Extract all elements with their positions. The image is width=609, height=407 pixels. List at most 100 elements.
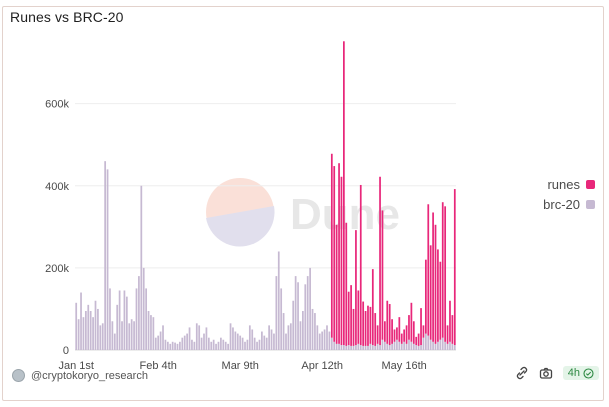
- bar-brc20[interactable]: [379, 345, 381, 350]
- bar-brc20[interactable]: [116, 304, 119, 350]
- bar-runes[interactable]: [417, 333, 420, 346]
- bar-brc20[interactable]: [241, 337, 244, 350]
- bar-brc20[interactable]: [258, 339, 261, 350]
- bar-runes[interactable]: [391, 319, 393, 344]
- bar-brc20[interactable]: [333, 341, 336, 350]
- bar-brc20[interactable]: [229, 323, 232, 350]
- bar-brc20[interactable]: [140, 185, 143, 350]
- bar-brc20[interactable]: [444, 341, 447, 350]
- bar-brc20[interactable]: [162, 325, 164, 350]
- bar-brc20[interactable]: [328, 331, 331, 350]
- bar-brc20[interactable]: [359, 345, 362, 350]
- bar-brc20[interactable]: [330, 337, 333, 350]
- bar-brc20[interactable]: [427, 335, 430, 350]
- bar-brc20[interactable]: [410, 341, 413, 350]
- bar-brc20[interactable]: [215, 343, 217, 350]
- bar-runes[interactable]: [412, 321, 415, 344]
- bar-runes[interactable]: [340, 176, 343, 346]
- refresh-badge[interactable]: 4h: [562, 366, 599, 380]
- bar-brc20[interactable]: [101, 323, 104, 350]
- bar-runes[interactable]: [415, 336, 418, 346]
- bar-brc20[interactable]: [77, 319, 80, 350]
- bar-brc20[interactable]: [246, 339, 249, 350]
- bar-runes[interactable]: [357, 290, 360, 344]
- bar-brc20[interactable]: [367, 345, 369, 350]
- bar-brc20[interactable]: [449, 341, 451, 350]
- bar-runes[interactable]: [355, 230, 357, 346]
- bar-brc20[interactable]: [304, 284, 307, 350]
- bar-brc20[interactable]: [309, 267, 311, 350]
- bar-brc20[interactable]: [338, 343, 340, 350]
- bar-brc20[interactable]: [92, 317, 94, 350]
- bar-brc20[interactable]: [369, 343, 372, 350]
- bar-brc20[interactable]: [439, 339, 442, 350]
- bar-runes[interactable]: [352, 308, 355, 346]
- bar-brc20[interactable]: [318, 333, 321, 350]
- bar-brc20[interactable]: [236, 333, 239, 350]
- bar-runes[interactable]: [432, 212, 434, 342]
- bar-brc20[interactable]: [118, 290, 121, 350]
- bar-brc20[interactable]: [104, 161, 107, 350]
- bar-runes[interactable]: [424, 259, 427, 334]
- bar-runes[interactable]: [427, 204, 430, 336]
- bar-brc20[interactable]: [121, 321, 123, 350]
- bar-runes[interactable]: [367, 305, 369, 346]
- bar-runes[interactable]: [398, 317, 401, 342]
- bar-brc20[interactable]: [437, 341, 439, 350]
- bar-brc20[interactable]: [99, 325, 102, 350]
- bar-runes[interactable]: [381, 210, 384, 340]
- bar-runes[interactable]: [383, 321, 386, 342]
- bar-runes[interactable]: [408, 315, 410, 340]
- bar-brc20[interactable]: [135, 288, 138, 350]
- bar-runes[interactable]: [422, 325, 425, 338]
- bar-brc20[interactable]: [89, 311, 92, 350]
- bar-runes[interactable]: [333, 166, 336, 342]
- bar-brc20[interactable]: [420, 345, 422, 350]
- bar-brc20[interactable]: [224, 341, 227, 350]
- bar-brc20[interactable]: [75, 302, 78, 350]
- bar-brc20[interactable]: [193, 341, 196, 350]
- bar-brc20[interactable]: [256, 341, 258, 350]
- bar-brc20[interactable]: [166, 341, 169, 350]
- bar-brc20[interactable]: [432, 341, 434, 350]
- bar-brc20[interactable]: [217, 341, 220, 350]
- legend-item-brc20[interactable]: brc-20: [535, 194, 595, 214]
- bar-brc20[interactable]: [268, 325, 270, 350]
- bar-brc20[interactable]: [203, 333, 205, 350]
- bar-brc20[interactable]: [80, 292, 82, 350]
- bar-brc20[interactable]: [335, 343, 338, 350]
- bar-brc20[interactable]: [188, 327, 191, 350]
- bar-brc20[interactable]: [244, 341, 246, 350]
- bar-brc20[interactable]: [314, 313, 316, 350]
- bar-brc20[interactable]: [289, 323, 292, 350]
- bar-brc20[interactable]: [253, 337, 256, 350]
- bar-brc20[interactable]: [212, 339, 215, 350]
- bar-brc20[interactable]: [220, 337, 222, 350]
- bar-brc20[interactable]: [398, 341, 401, 350]
- bar-brc20[interactable]: [388, 345, 391, 350]
- bar-brc20[interactable]: [94, 300, 97, 350]
- bar-brc20[interactable]: [415, 345, 418, 350]
- bar-brc20[interactable]: [207, 337, 210, 350]
- bar-brc20[interactable]: [82, 317, 85, 350]
- bar-brc20[interactable]: [200, 337, 203, 350]
- bar-runes[interactable]: [420, 308, 422, 346]
- bar-brc20[interactable]: [97, 308, 99, 350]
- bar-brc20[interactable]: [434, 343, 437, 350]
- bar-brc20[interactable]: [364, 345, 367, 350]
- bar-brc20[interactable]: [125, 296, 128, 350]
- bar-brc20[interactable]: [261, 331, 263, 350]
- bar-runes[interactable]: [429, 245, 432, 340]
- bar-brc20[interactable]: [306, 276, 309, 350]
- bar-brc20[interactable]: [113, 333, 116, 350]
- bar-brc20[interactable]: [345, 345, 348, 350]
- bar-runes[interactable]: [359, 184, 362, 346]
- bar-brc20[interactable]: [299, 321, 302, 350]
- bar-brc20[interactable]: [183, 335, 186, 350]
- bar-brc20[interactable]: [383, 341, 386, 350]
- bar-brc20[interactable]: [285, 333, 287, 350]
- bar-runes[interactable]: [441, 202, 444, 338]
- bar-brc20[interactable]: [424, 333, 427, 350]
- bar-brc20[interactable]: [263, 335, 266, 350]
- bar-runes[interactable]: [364, 311, 367, 346]
